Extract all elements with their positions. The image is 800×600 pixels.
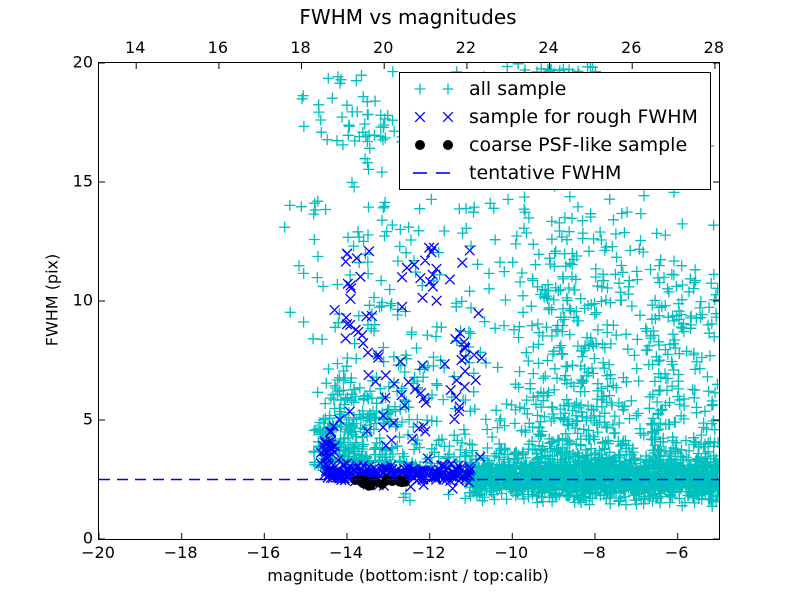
x-tick-label-top: 20 <box>373 38 394 57</box>
plot-area: all sample sample for rough FWHM coarse PS… <box>98 62 720 540</box>
x-tick-label-bottom: −18 <box>163 543 198 562</box>
x-tick-label-top: 18 <box>290 38 311 57</box>
legend-item: sample for rough FWHM <box>408 104 710 131</box>
x-tick-label-top: 24 <box>538 38 559 57</box>
y-tick-label: 10 <box>72 290 93 310</box>
x-tick-label-bottom: −14 <box>329 543 363 562</box>
y-tick-label: 5 <box>82 409 93 429</box>
plot-canvas <box>99 63 719 539</box>
y-axis-label: FWHM (pix) <box>42 253 62 347</box>
y-tick-label: 15 <box>72 171 93 191</box>
dashes-marker-icon <box>413 172 450 174</box>
x-tick-label-top: 22 <box>455 38 477 57</box>
chart-title: FWHM vs magnitudes <box>299 5 517 29</box>
cross-marker-icon <box>414 111 454 123</box>
x-tick-label-bottom: −16 <box>246 543 281 562</box>
x-axis-label: magnitude (bottom:isnt / top:calib) <box>267 566 549 585</box>
legend-label: tentative FWHM <box>469 162 622 184</box>
x-tick-label-bottom: −10 <box>494 543 529 562</box>
x-tick-label-top: 16 <box>207 38 229 57</box>
x-tick-label-bottom: −12 <box>411 543 446 562</box>
legend-item: tentative FWHM <box>408 160 710 187</box>
x-tick-label-top: 14 <box>125 38 146 57</box>
legend-item: all sample <box>408 76 710 103</box>
legend-label: sample for rough FWHM <box>469 106 698 128</box>
y-tick-label: 0 <box>82 528 93 548</box>
x-tick-label-top: 28 <box>703 38 725 57</box>
x-tick-label-bottom: −8 <box>582 543 606 562</box>
dot-marker-icon <box>415 140 453 150</box>
plus-marker-icon <box>414 83 454 95</box>
legend: all sample sample for rough FWHM coarse PS… <box>399 72 711 190</box>
x-tick-label-top: 26 <box>621 38 642 57</box>
legend-label: coarse PSF-like sample <box>469 134 688 156</box>
rough-fwhm-points <box>315 242 487 494</box>
legend-label: all sample <box>469 78 567 100</box>
legend-item: coarse PSF-like sample <box>408 132 710 159</box>
psf-sample-points <box>350 474 410 491</box>
x-tick-label-bottom: −20 <box>81 543 115 562</box>
x-tick-label-bottom: −6 <box>664 543 689 562</box>
y-tick-label: 20 <box>72 52 93 72</box>
